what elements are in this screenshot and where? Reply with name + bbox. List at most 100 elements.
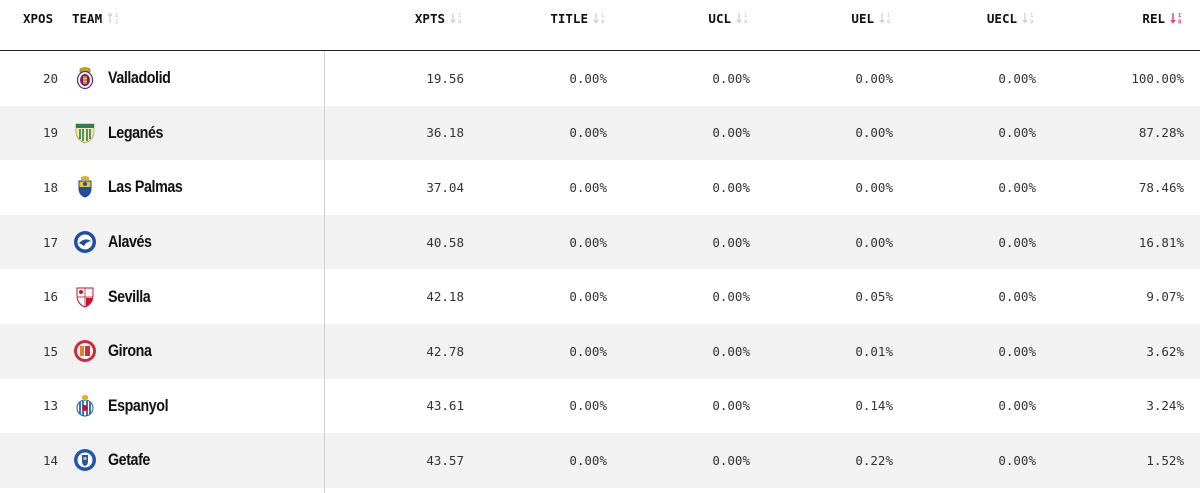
team-name[interactable]: Leganés bbox=[108, 122, 164, 142]
table-body: 20 Valladolid 19.56 0.00% 0.00% 0.00% 0.… bbox=[0, 51, 1200, 488]
title-cell: 0.00% bbox=[569, 70, 607, 86]
girona-crest-icon bbox=[74, 340, 96, 363]
xpts-cell: 37.04 bbox=[426, 179, 464, 195]
column-header-xpos[interactable]: XPOS bbox=[23, 9, 53, 27]
column-header-ucl-label: UCL bbox=[708, 10, 731, 26]
column-header-uecl-label: UECL bbox=[986, 10, 1017, 26]
valladolid-crest-icon bbox=[76, 67, 94, 90]
sort-descending-active-icon: 1 0 bbox=[1170, 13, 1182, 26]
ucl-cell: 0.00% bbox=[712, 234, 750, 250]
uecl-cell: 0.00% bbox=[998, 234, 1036, 250]
ucl-cell: 0.00% bbox=[712, 452, 750, 468]
alaves-crest-icon bbox=[74, 231, 96, 254]
uel-cell: 0.00% bbox=[855, 125, 893, 141]
column-header-ucl[interactable]: UCL 1 0 bbox=[708, 9, 750, 27]
svg-text:1: 1 bbox=[744, 13, 748, 19]
column-header-xpts-label: XPTS bbox=[414, 10, 445, 26]
svg-text:0: 0 bbox=[1030, 20, 1033, 26]
column-header-title-label: TITLE bbox=[550, 10, 588, 26]
getafe-crest-icon bbox=[74, 449, 96, 472]
table-row[interactable]: 19 Leganés 36.18 0.00% 0.00% 0.00% 0.00%… bbox=[0, 105, 1200, 161]
title-cell: 0.00% bbox=[569, 179, 607, 195]
xpts-cell: 40.58 bbox=[426, 234, 464, 250]
svg-text:1: 1 bbox=[458, 13, 462, 19]
xpos-cell: 13 bbox=[42, 398, 58, 414]
sevilla-crest-icon bbox=[76, 287, 94, 308]
leganes-crest-icon bbox=[75, 123, 95, 144]
svg-text:1: 1 bbox=[115, 13, 119, 19]
xpos-cell: 19 bbox=[42, 125, 58, 141]
title-cell: 0.00% bbox=[569, 398, 607, 414]
svg-text:0: 0 bbox=[458, 20, 461, 26]
column-header-uecl[interactable]: UECL 1 0 bbox=[987, 9, 1036, 27]
sort-descending-icon: 1 0 bbox=[879, 13, 891, 26]
title-cell: 0.00% bbox=[569, 289, 607, 305]
title-cell: 0.00% bbox=[569, 125, 607, 141]
table-row[interactable]: 20 Valladolid 19.56 0.00% 0.00% 0.00% 0.… bbox=[0, 51, 1200, 106]
team-name[interactable]: Alavés bbox=[108, 232, 152, 252]
svg-text:0: 0 bbox=[1178, 20, 1181, 26]
team-name[interactable]: Valladolid bbox=[108, 68, 171, 88]
xpts-cell: 43.61 bbox=[426, 398, 464, 414]
column-header-xpts[interactable]: XPTS 1 0 bbox=[415, 9, 464, 27]
espanyol-crest-icon bbox=[76, 394, 94, 417]
column-header-uel[interactable]: UEL 1 0 bbox=[851, 9, 893, 27]
sort-descending-icon: 1 0 bbox=[736, 13, 748, 26]
table-row[interactable]: 16 Sevilla 42.18 0.00% 0.00% 0.05% 0.00%… bbox=[0, 269, 1200, 324]
team-logo bbox=[72, 324, 98, 379]
uecl-cell: 0.00% bbox=[998, 179, 1036, 195]
team-name[interactable]: Girona bbox=[108, 341, 152, 361]
svg-text:1: 1 bbox=[1178, 13, 1182, 19]
uel-cell: 0.14% bbox=[855, 398, 893, 414]
xpts-cell: 42.18 bbox=[426, 289, 464, 305]
xpts-cell: 36.18 bbox=[426, 125, 464, 141]
rel-cell: 16.81% bbox=[1138, 234, 1184, 250]
title-cell: 0.00% bbox=[569, 452, 607, 468]
table-row[interactable]: 17 Alavés 40.58 0.00% 0.00% 0.00% 0.00% … bbox=[0, 214, 1200, 270]
column-header-rel[interactable]: REL 1 0 bbox=[1142, 9, 1184, 27]
svg-text:0: 0 bbox=[601, 20, 604, 26]
ucl-cell: 0.00% bbox=[712, 289, 750, 305]
team-logo bbox=[72, 433, 98, 488]
title-cell: 0.00% bbox=[569, 234, 607, 250]
table-row[interactable]: 15 Girona 42.78 0.00% 0.00% 0.01% 0.00% … bbox=[0, 323, 1200, 379]
column-header-uel-label: UEL bbox=[851, 10, 874, 26]
team-name[interactable]: Sevilla bbox=[108, 286, 151, 306]
rel-cell: 100.00% bbox=[1131, 70, 1184, 86]
team-logo bbox=[72, 215, 98, 270]
table-header: XPOS TEAM 1 2 XPTS 1 0 TITLE 1 0 bbox=[0, 0, 1200, 51]
sort-descending-icon: 1 0 bbox=[450, 13, 462, 26]
team-name[interactable]: Las Palmas bbox=[108, 177, 183, 197]
team-column-divider bbox=[324, 51, 325, 493]
rel-cell: 3.24% bbox=[1146, 398, 1184, 414]
uecl-cell: 0.00% bbox=[998, 289, 1036, 305]
rel-cell: 1.52% bbox=[1146, 452, 1184, 468]
team-name[interactable]: Getafe bbox=[108, 450, 150, 470]
table-row[interactable]: 14 Getafe 43.57 0.00% 0.00% 0.22% 0.00% … bbox=[0, 433, 1200, 488]
xpos-cell: 15 bbox=[42, 343, 58, 359]
team-name[interactable]: Espanyol bbox=[108, 395, 169, 415]
column-header-team-label: TEAM bbox=[72, 10, 103, 26]
svg-text:0: 0 bbox=[744, 20, 747, 26]
sort-descending-icon: 1 0 bbox=[593, 13, 605, 26]
xpts-cell: 19.56 bbox=[426, 70, 464, 86]
rel-cell: 3.62% bbox=[1146, 343, 1184, 359]
xpos-cell: 18 bbox=[42, 179, 58, 195]
uel-cell: 0.22% bbox=[855, 452, 893, 468]
rel-cell: 78.46% bbox=[1138, 179, 1184, 195]
table-row[interactable]: 13 Espanyol 43.61 0.00% 0.00% 0.14% 0.00… bbox=[0, 379, 1200, 434]
uel-cell: 0.00% bbox=[855, 70, 893, 86]
svg-text:0: 0 bbox=[887, 20, 890, 26]
table-row[interactable]: 18 Las Palmas 37.04 0.00% 0.00% 0.00% 0.… bbox=[0, 160, 1200, 215]
uel-cell: 0.05% bbox=[855, 289, 893, 305]
uel-cell: 0.00% bbox=[855, 179, 893, 195]
column-header-team[interactable]: TEAM 1 2 bbox=[72, 9, 121, 27]
column-header-title[interactable]: TITLE 1 0 bbox=[550, 9, 607, 27]
ucl-cell: 0.00% bbox=[712, 343, 750, 359]
xpts-cell: 42.78 bbox=[426, 343, 464, 359]
xpos-cell: 17 bbox=[42, 234, 58, 250]
uel-cell: 0.00% bbox=[855, 234, 893, 250]
svg-text:2: 2 bbox=[115, 20, 118, 26]
team-logo bbox=[72, 106, 98, 161]
